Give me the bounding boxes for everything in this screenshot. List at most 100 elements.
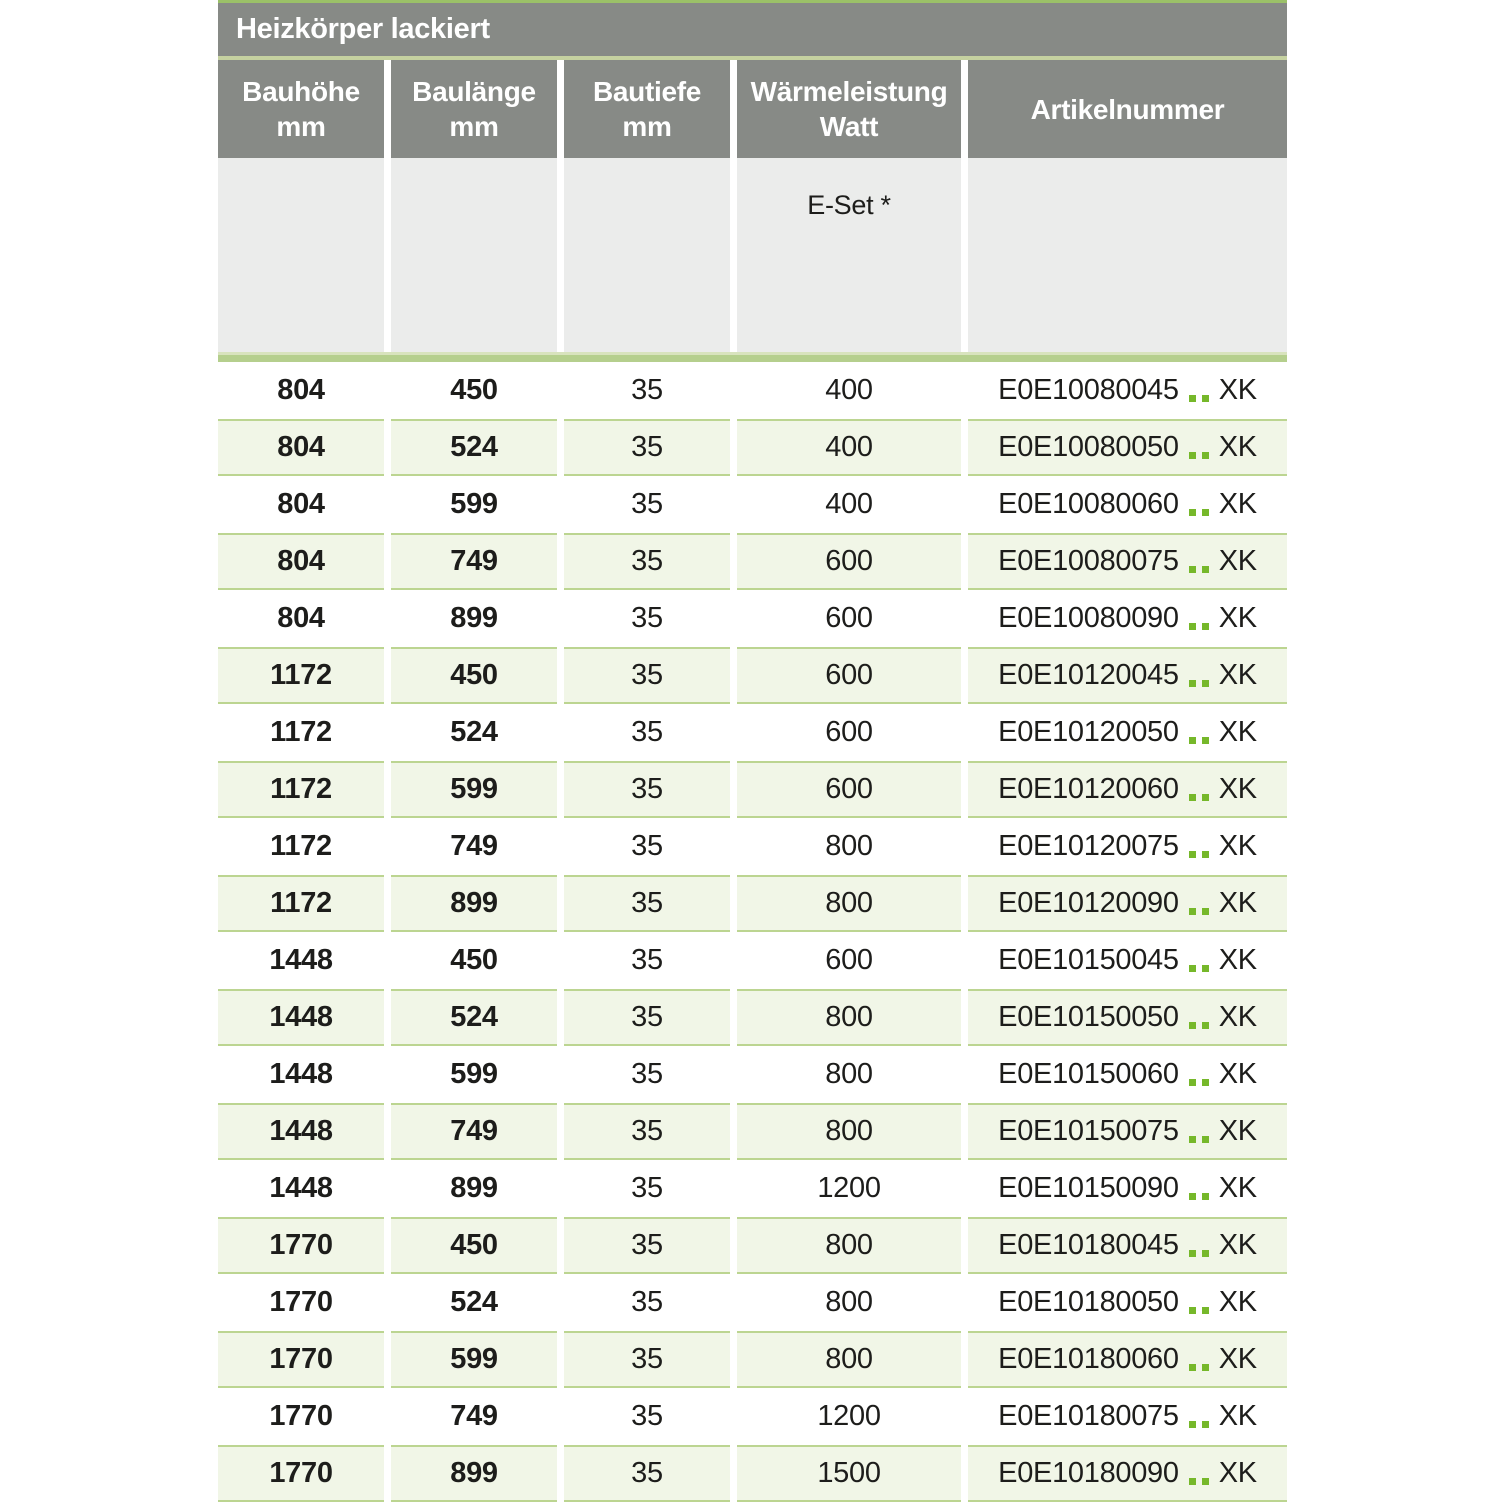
cell-bautiefe: 35 [564, 1103, 730, 1160]
table-body: 804 450 35 400 E0E10080045 XK 804 524 35… [218, 362, 1287, 1502]
artikel-suffix: XK [1218, 1457, 1257, 1489]
table-row: 804 749 35 600 E0E10080075 XK [218, 533, 1287, 590]
cell-artikelnummer: E0E10180045 XK [968, 1217, 1287, 1274]
cell-baulaenge: 749 [391, 1103, 557, 1160]
cell-watt: 800 [737, 989, 961, 1046]
cell-baulaenge: 899 [391, 590, 557, 647]
artikel-placeholder-dots-icon [1186, 1121, 1212, 1143]
artikel-placeholder-dots-icon [1186, 1292, 1212, 1314]
artikel-suffix: XK [1218, 887, 1257, 919]
artikel-placeholder-dots-icon [1186, 950, 1212, 972]
cell-watt: 800 [737, 1046, 961, 1103]
cell-bauhoehe: 804 [218, 590, 384, 647]
artikel-suffix: XK [1218, 545, 1257, 577]
artikel-suffix: XK [1218, 602, 1257, 634]
column-unit: mm [276, 111, 326, 142]
column-label: Bauhöhe [242, 76, 360, 107]
column-unit: mm [622, 111, 672, 142]
column-header-waermeleistung: Wärmeleistung Watt [737, 60, 961, 158]
cell-watt: 600 [737, 932, 961, 989]
cell-baulaenge: 599 [391, 761, 557, 818]
artikel-placeholder-dots-icon [1186, 893, 1212, 915]
artikel-suffix: XK [1218, 1400, 1257, 1432]
cell-bauhoehe: 1448 [218, 932, 384, 989]
cell-artikelnummer: E0E10180050 XK [968, 1274, 1287, 1331]
cell-bautiefe: 35 [564, 476, 730, 533]
artikel-placeholder-dots-icon [1186, 779, 1212, 801]
cell-bauhoehe: 1448 [218, 1160, 384, 1217]
artikel-code: E0E10180090 [998, 1457, 1179, 1489]
artikel-code: E0E10080075 [998, 545, 1179, 577]
table-row: 1770 599 35 800 E0E10180060 XK [218, 1331, 1287, 1388]
artikel-suffix: XK [1218, 1343, 1257, 1375]
cell-baulaenge: 749 [391, 818, 557, 875]
cell-artikelnummer: E0E10150060 XK [968, 1046, 1287, 1103]
artikel-placeholder-dots-icon [1186, 437, 1212, 459]
artikel-suffix: XK [1218, 488, 1257, 520]
column-header-bautiefe: Bautiefe mm [564, 60, 730, 158]
cell-bauhoehe: 1448 [218, 1103, 384, 1160]
artikel-code: E0E10180045 [998, 1229, 1179, 1261]
artikel-code: E0E10180050 [998, 1286, 1179, 1318]
cell-bauhoehe: 804 [218, 476, 384, 533]
artikel-code: E0E10120090 [998, 887, 1179, 919]
artikel-suffix: XK [1218, 1058, 1257, 1090]
cell-bauhoehe: 1770 [218, 1331, 384, 1388]
table-row: 1172 599 35 600 E0E10120060 XK [218, 761, 1287, 818]
table-row: 804 450 35 400 E0E10080045 XK [218, 362, 1287, 419]
column-label: Baulänge [412, 76, 536, 107]
column-label: Wärmeleistung [750, 76, 948, 107]
cell-bauhoehe: 1770 [218, 1388, 384, 1445]
column-unit: Watt [819, 111, 879, 142]
artikel-placeholder-dots-icon [1186, 1235, 1212, 1257]
product-table: Heizkörper lackiert Bauhöhe mm Baulänge … [218, 0, 1287, 1502]
cell-watt: 600 [737, 761, 961, 818]
artikel-placeholder-dots-icon [1186, 1178, 1212, 1200]
artikel-code: E0E10150050 [998, 1001, 1179, 1033]
cell-artikelnummer: E0E10180060 XK [968, 1331, 1287, 1388]
artikel-placeholder-dots-icon [1186, 380, 1212, 402]
cell-baulaenge: 899 [391, 1160, 557, 1217]
cell-watt: 1500 [737, 1445, 961, 1502]
cell-watt: 800 [737, 875, 961, 932]
artikel-placeholder-dots-icon [1186, 722, 1212, 744]
cell-bautiefe: 35 [564, 1274, 730, 1331]
cell-bauhoehe: 1448 [218, 989, 384, 1046]
table-row: 1770 524 35 800 E0E10180050 XK [218, 1274, 1287, 1331]
cell-bauhoehe: 1770 [218, 1445, 384, 1502]
cell-artikelnummer: E0E10080060 XK [968, 476, 1287, 533]
subheader-cell-bautiefe [564, 158, 730, 352]
cell-baulaenge: 450 [391, 362, 557, 419]
cell-watt: 600 [737, 647, 961, 704]
artikel-code: E0E10080060 [998, 488, 1179, 520]
cell-watt: 800 [737, 1217, 961, 1274]
cell-watt: 600 [737, 704, 961, 761]
table-row: 1172 899 35 800 E0E10120090 XK [218, 875, 1287, 932]
column-unit: mm [449, 111, 499, 142]
cell-bautiefe: 35 [564, 932, 730, 989]
table-row: 1770 899 35 1500 E0E10180090 XK [218, 1445, 1287, 1502]
eset-label: E-Set * [807, 190, 891, 220]
column-header-baulaenge: Baulänge mm [391, 60, 557, 158]
cell-baulaenge: 524 [391, 419, 557, 476]
table-row: 804 899 35 600 E0E10080090 XK [218, 590, 1287, 647]
cell-watt: 800 [737, 1331, 961, 1388]
table-row: 1448 599 35 800 E0E10150060 XK [218, 1046, 1287, 1103]
artikel-placeholder-dots-icon [1186, 1349, 1212, 1371]
cell-artikelnummer: E0E10150090 XK [968, 1160, 1287, 1217]
cell-bautiefe: 35 [564, 1445, 730, 1502]
cell-bauhoehe: 804 [218, 419, 384, 476]
column-label: Artikelnummer [1030, 93, 1225, 125]
cell-bauhoehe: 804 [218, 533, 384, 590]
artikel-suffix: XK [1218, 1001, 1257, 1033]
table-row: 1448 524 35 800 E0E10150050 XK [218, 989, 1287, 1046]
artikel-placeholder-dots-icon [1186, 1406, 1212, 1428]
artikel-suffix: XK [1218, 374, 1257, 406]
header-separator-bar [218, 352, 1287, 362]
cell-artikelnummer: E0E10080075 XK [968, 533, 1287, 590]
subheader-row: E-Set * [218, 158, 1287, 352]
artikel-suffix: XK [1218, 716, 1257, 748]
cell-baulaenge: 450 [391, 647, 557, 704]
cell-bautiefe: 35 [564, 875, 730, 932]
artikel-code: E0E10120045 [998, 659, 1179, 691]
